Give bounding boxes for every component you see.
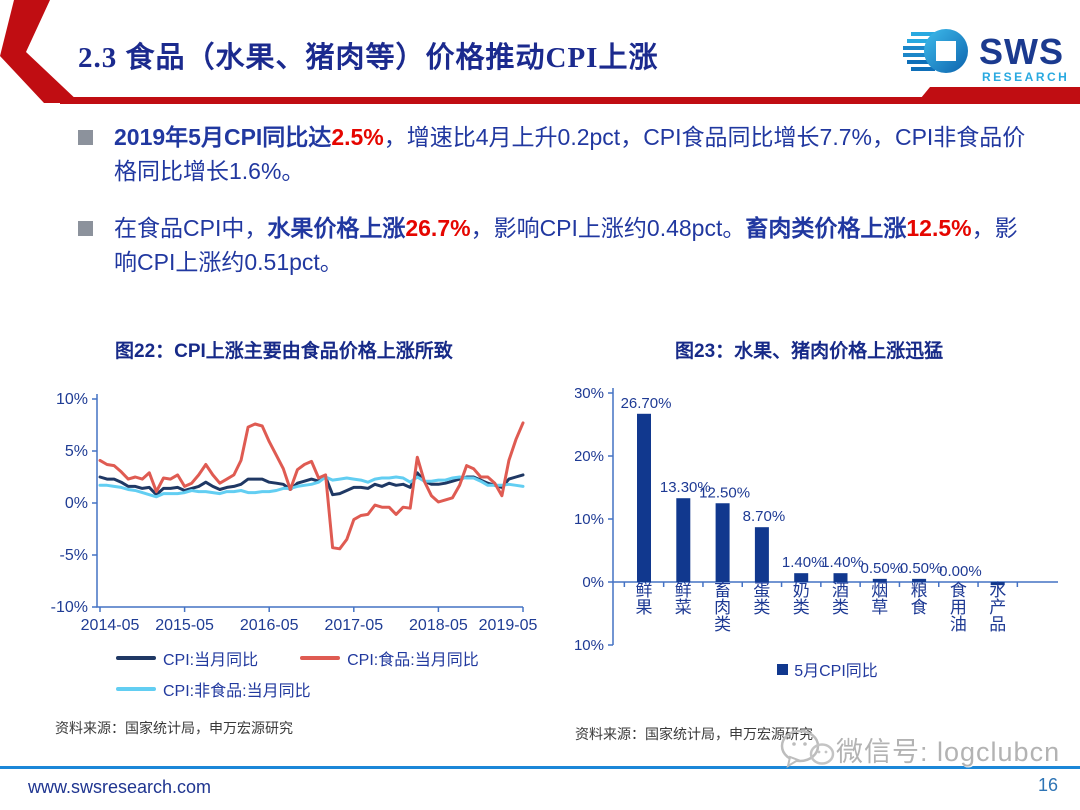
watermark: 微信号: logclubcn <box>778 726 1060 772</box>
legend-line-icon <box>116 687 156 691</box>
y-tick-label: 20% <box>575 448 604 465</box>
fig22-title: 图22：CPI上涨主要由食品价格上涨所致 <box>115 341 453 362</box>
bar-value-label: 26.70% <box>621 395 672 412</box>
category-label: 蛋类 <box>753 581 770 617</box>
bar-4 <box>794 573 809 582</box>
legend-label: CPI:当月同比 <box>163 652 259 669</box>
bar-5 <box>833 573 848 582</box>
bar-9 <box>990 582 1005 586</box>
bar-value-label: 1.40% <box>821 554 864 571</box>
category-label: 水产品 <box>989 581 1006 634</box>
bullet-item: 在食品CPI中，水果价格上涨26.7%，影响CPI上涨约0.48pct。畜肉类价… <box>75 211 1040 279</box>
bar-6 <box>872 578 887 582</box>
y-tick-label: 30% <box>575 385 604 402</box>
y-tick-label: 10% <box>575 511 604 528</box>
header-right-bar <box>916 87 1080 104</box>
bullet-item: 2019年5月CPI同比达2.5%，增速比4月上升0.2pct，CPI食品同比增… <box>75 120 1040 188</box>
x-tick-label: 2017-05 <box>324 617 383 634</box>
line-series-1 <box>98 421 525 551</box>
fig23-title: 图23：水果、猪肉价格上涨迅猛 <box>675 341 944 362</box>
y-tick-label: -10% <box>575 637 604 654</box>
sws-logo: SWS RESEARCH <box>903 29 1069 84</box>
y-tick-label: 0% <box>582 574 604 591</box>
bar-2 <box>715 503 730 582</box>
watermark-text: 微信号: logclubcn <box>836 736 1061 767</box>
category-label: 鲜果 <box>636 581 653 617</box>
legend-label: CPI:非食品:当月同比 <box>163 683 311 700</box>
y-tick-label: 5% <box>65 443 88 460</box>
logo-sws-text: SWS <box>979 31 1064 72</box>
cpi-line-chart: 10% 5% 0% -5% -10%2014-05 2015-05 2016-05 2017-… <box>51 391 538 634</box>
bar-value-label: 1.40% <box>782 554 825 571</box>
fig22-legend: CPI:当月同比 CPI:食品:当月同比 CPI:非食品:当月同比 <box>100 646 546 701</box>
legend-line-icon <box>300 656 341 660</box>
x-tick-label: 2015-05 <box>155 617 214 634</box>
category-label: 食用油 <box>950 581 967 634</box>
bar-value-label: 13.30% <box>660 479 711 496</box>
line-series-2 <box>98 475 525 499</box>
category-label: 鲜菜 <box>675 581 692 617</box>
category-label: 烟草 <box>871 581 888 617</box>
x-tick-label: 2018-05 <box>409 617 468 634</box>
y-tick-label: 10% <box>56 391 88 408</box>
legend-item: CPI:当月同比 <box>116 646 258 670</box>
category-label: 畜肉类 <box>714 581 731 634</box>
legend-line-icon <box>116 656 156 660</box>
bar-value-label: 12.50% <box>699 484 750 501</box>
bullet-marker-icon <box>78 221 93 236</box>
bullet-list: 2019年5月CPI同比达2.5%，增速比4月上升0.2pct，CPI食品同比增… <box>75 120 1040 302</box>
category-label: 奶类 <box>793 581 810 617</box>
bullet-text: 2019年5月CPI同比达2.5%，增速比4月上升0.2pct，CPI食品同比增… <box>114 124 1026 184</box>
legend-square-icon <box>777 663 789 675</box>
category-label: 酒类 <box>832 581 849 617</box>
x-tick-label: 2016-05 <box>240 617 299 634</box>
fig23-source: 资料来源：国家统计局，申万宏源研究 <box>575 726 813 742</box>
bar-1 <box>676 498 691 582</box>
footer-website-link[interactable]: www.swsresearch.com <box>28 777 212 797</box>
y-tick-label: -5% <box>60 547 88 564</box>
footer-divider <box>0 766 1080 769</box>
bullet-text: 在食品CPI中，水果价格上涨26.7%，影响CPI上涨约0.48pct。畜肉类价… <box>114 215 1018 275</box>
page-number: 16 <box>1038 775 1059 795</box>
fig23-legend: 5月CPI同比 <box>575 657 1080 681</box>
y-tick-label: 0% <box>65 495 88 512</box>
legend-item: CPI:食品:当月同比 <box>300 646 479 670</box>
bar-value-label: 0.50% <box>900 560 943 577</box>
logo-research-text: RESEARCH <box>982 70 1069 84</box>
axes <box>96 394 523 608</box>
category-label: 粮食 <box>911 581 928 617</box>
bar-value-label: 8.70% <box>743 508 786 525</box>
line-series-0 <box>98 471 525 497</box>
header-chevron-icon <box>0 0 80 103</box>
header-rule <box>60 97 1080 104</box>
x-tick-label: 2019-05 <box>479 617 538 634</box>
cpi-bar-chart: 30% 20% 10% 0% -10% 26.70% 鲜果 13.30% 鲜菜 12.50% 畜肉类… <box>575 385 1058 654</box>
page-title: 2.3 食品（水果、猪肉等）价格推动CPI上涨 <box>78 42 659 74</box>
bar-7 <box>912 578 927 582</box>
x-tick-label: 2014-05 <box>81 617 140 634</box>
bar-value-label: 0.00% <box>939 563 982 580</box>
fig22-source: 资料来源：国家统计局，申万宏源研究 <box>55 720 293 736</box>
y-tick-label: -10% <box>51 599 88 616</box>
bar-0 <box>637 413 651 582</box>
bar-3 <box>754 527 769 582</box>
bullet-marker-icon <box>78 130 93 145</box>
fig23-legend-label: 5月CPI同比 <box>794 663 878 680</box>
bar-value-label: 0.50% <box>861 560 904 577</box>
header-accent-icon <box>0 0 1080 104</box>
legend-label: CPI:食品:当月同比 <box>347 652 479 669</box>
wechat-icon <box>780 729 835 769</box>
logo-globe-icon <box>903 29 968 73</box>
legend-item: CPI:非食品:当月同比 <box>116 677 311 701</box>
